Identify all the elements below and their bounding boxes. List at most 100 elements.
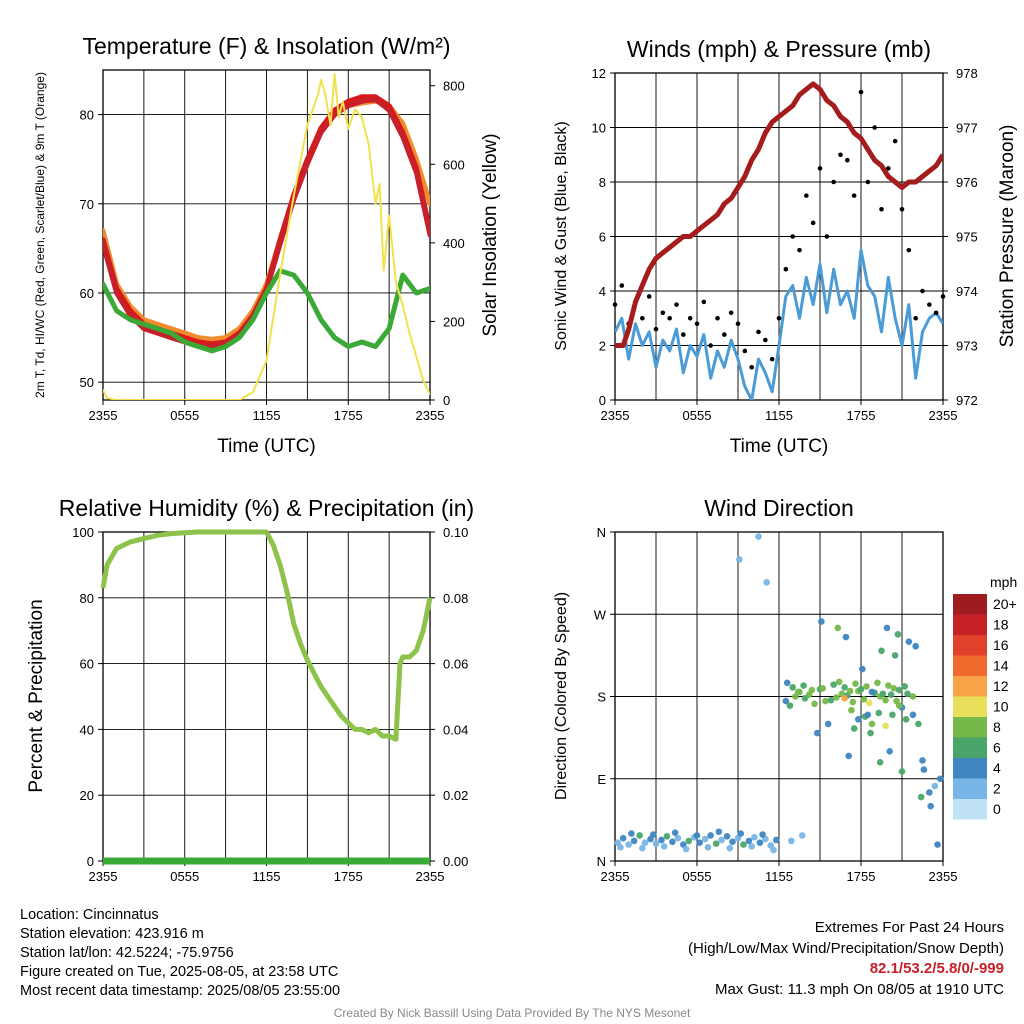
y-right-tick-label: 0.06 bbox=[443, 657, 468, 672]
direction-point bbox=[798, 832, 806, 839]
x-tick-label: 1155 bbox=[765, 408, 793, 423]
x-tick-label: 1155 bbox=[765, 869, 793, 884]
y-tick-label: 80 bbox=[80, 591, 94, 606]
direction-point bbox=[827, 696, 835, 704]
y-tick-label: 0 bbox=[87, 854, 94, 869]
direction-point bbox=[755, 533, 762, 540]
direction-point bbox=[864, 711, 872, 719]
direction-point bbox=[628, 830, 635, 837]
direction-point bbox=[759, 831, 766, 838]
direction-point bbox=[882, 722, 889, 730]
direction-point bbox=[636, 832, 643, 839]
direction-point bbox=[756, 839, 764, 847]
gust-point bbox=[653, 326, 659, 332]
y-tick-label: 10 bbox=[592, 121, 606, 136]
gust-point bbox=[640, 315, 645, 321]
x-tick-label: 2355 bbox=[89, 869, 118, 884]
direction-point bbox=[696, 839, 704, 847]
x-axis-label: Time (UTC) bbox=[217, 436, 316, 457]
gust-point bbox=[817, 166, 823, 171]
gust-point bbox=[872, 125, 877, 130]
direction-point bbox=[619, 834, 627, 842]
legend-label: 16 bbox=[993, 637, 1009, 653]
gust-point bbox=[783, 266, 789, 272]
gust-point bbox=[831, 179, 836, 185]
direction-point bbox=[887, 691, 895, 698]
gust-point bbox=[776, 315, 782, 321]
direction-point bbox=[895, 686, 903, 694]
y-tick-label: 70 bbox=[80, 197, 94, 212]
gust-point bbox=[728, 310, 734, 316]
direction-point bbox=[890, 684, 898, 692]
gust-point bbox=[722, 332, 727, 337]
direction-point bbox=[813, 729, 821, 737]
direction-point bbox=[909, 711, 917, 719]
direction-point bbox=[788, 837, 795, 845]
x-tick-label: 2355 bbox=[601, 408, 630, 423]
extremes-subheading: (High/Low/Max Wind/Precipitation/Snow De… bbox=[688, 939, 1004, 957]
direction-point bbox=[841, 695, 848, 702]
direction-point bbox=[660, 843, 668, 850]
direction-point bbox=[904, 690, 911, 698]
legend-label: 0 bbox=[993, 801, 1001, 817]
direction-point bbox=[936, 775, 944, 783]
y-right-tick-label: 976 bbox=[956, 175, 978, 190]
direction-point bbox=[860, 695, 868, 703]
direction-point bbox=[901, 683, 909, 690]
y-right-tick-label: 972 bbox=[956, 393, 978, 408]
direction-point bbox=[859, 665, 866, 673]
legend-swatch bbox=[953, 758, 987, 779]
direction-point bbox=[818, 618, 825, 625]
direction-point bbox=[874, 679, 881, 687]
gust-point bbox=[797, 247, 802, 253]
gust-point bbox=[845, 157, 850, 163]
y-right-tick-label: 0.04 bbox=[443, 722, 468, 737]
direction-point bbox=[876, 759, 884, 766]
direction-point bbox=[867, 729, 874, 737]
legend-title: mph bbox=[990, 574, 1017, 590]
direction-point bbox=[740, 841, 747, 848]
direction-point bbox=[894, 631, 902, 638]
gust-point bbox=[940, 294, 946, 299]
legend-label: 6 bbox=[993, 740, 1001, 756]
direction-point bbox=[902, 716, 910, 723]
x-tick-label: 0555 bbox=[170, 408, 199, 423]
legend-label: 12 bbox=[993, 678, 1009, 694]
direction-point bbox=[737, 830, 745, 837]
y-tick-label: 0 bbox=[599, 393, 606, 408]
gust-point bbox=[701, 299, 707, 305]
legend-label: 4 bbox=[993, 760, 1001, 776]
y-tick-label: 40 bbox=[80, 722, 94, 737]
x-tick-label: 2355 bbox=[416, 408, 445, 423]
gust-point bbox=[892, 138, 898, 144]
direction-point bbox=[879, 690, 887, 698]
extremes-heading: Extremes For Past 24 Hours bbox=[814, 919, 1004, 936]
y-tick-label: 12 bbox=[592, 66, 606, 81]
direction-point bbox=[915, 720, 922, 728]
direction-point bbox=[617, 843, 624, 851]
y-tick-label: N bbox=[597, 854, 606, 869]
direction-point bbox=[848, 706, 855, 714]
gust-point bbox=[667, 315, 672, 321]
gust-point bbox=[756, 329, 761, 335]
series-line-td bbox=[103, 268, 430, 354]
direction-point bbox=[630, 837, 638, 845]
direction-point bbox=[886, 748, 893, 755]
station-location: Location: Cincinnatus bbox=[20, 907, 159, 923]
gust-point bbox=[681, 332, 686, 337]
direction-point bbox=[885, 682, 892, 689]
direction-point bbox=[845, 752, 852, 760]
gust-point bbox=[886, 166, 891, 171]
legend-label: 8 bbox=[993, 719, 1001, 735]
y-right-axis-label: Solar Insolation (Yellow) bbox=[480, 133, 501, 336]
y-right-tick-label: 0.02 bbox=[443, 788, 468, 803]
y-right-tick-label: 0.10 bbox=[443, 525, 468, 540]
y-tick-label: W bbox=[594, 607, 607, 622]
y-tick-label: 2 bbox=[599, 339, 606, 354]
y-right-tick-label: 977 bbox=[956, 121, 978, 136]
gust-point bbox=[906, 247, 912, 253]
chart-panel-3: Relative Humidity (%) & Precipitation (i… bbox=[26, 495, 474, 884]
y-right-tick-label: 0 bbox=[443, 393, 450, 408]
legend-swatch bbox=[953, 655, 987, 676]
